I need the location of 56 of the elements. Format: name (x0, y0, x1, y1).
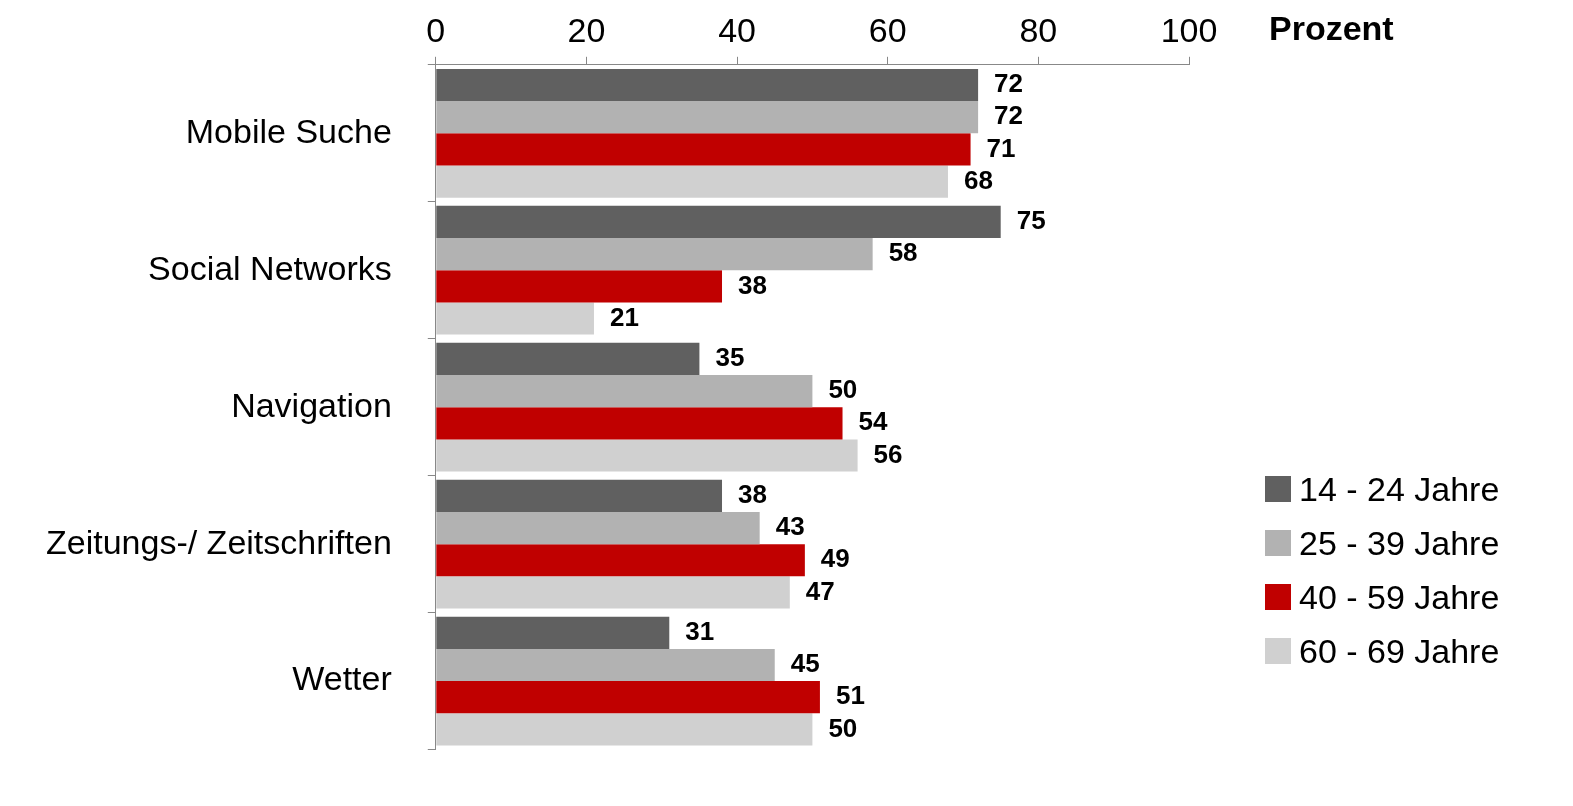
y-tick-label: Social Networks (148, 248, 392, 287)
data-label: 49 (820, 543, 850, 574)
data-label: 38 (738, 479, 767, 510)
legend-label: 40 - 59 Jahre (1299, 577, 1500, 617)
bar (436, 713, 813, 746)
x-tick-label: 20 (567, 10, 606, 49)
bar (436, 270, 723, 303)
bar (436, 133, 971, 166)
bar (436, 238, 873, 271)
bar (436, 302, 594, 335)
data-label: 51 (835, 680, 865, 711)
data-label: 71 (986, 132, 1016, 163)
bar (436, 68, 979, 102)
bar (436, 544, 805, 577)
y-tick-label: Navigation (231, 385, 392, 424)
bar (436, 576, 790, 609)
bar (436, 375, 813, 408)
bar (436, 648, 775, 682)
data-label: 72 (994, 100, 1024, 131)
data-label: 21 (609, 301, 639, 332)
y-tick-label: Wetter (292, 659, 392, 698)
data-label: 54 (858, 406, 888, 437)
data-label: 38 (738, 269, 767, 300)
bar (436, 101, 979, 134)
legend-label: 25 - 39 Jahre (1299, 523, 1500, 563)
data-label: 68 (963, 164, 993, 195)
data-label: 47 (805, 575, 835, 606)
x-tick-label: 60 (868, 10, 907, 49)
data-label: 35 (715, 342, 745, 373)
x-tick-label: 40 (718, 10, 756, 49)
x-tick-label: 100 (1160, 10, 1218, 49)
bar (436, 479, 723, 512)
bar (436, 205, 1001, 239)
bar (436, 342, 700, 376)
data-label: 72 (994, 68, 1024, 99)
bar (436, 616, 670, 649)
bar (436, 439, 858, 472)
x-tick-label: 80 (1019, 10, 1058, 49)
data-label: 45 (790, 648, 820, 679)
data-label: 50 (828, 374, 858, 405)
x-axis-title: Prozent (1269, 9, 1394, 48)
bar (436, 407, 843, 440)
data-label: 56 (873, 438, 903, 469)
y-tick-label: Mobile Suche (185, 111, 392, 150)
bar (436, 681, 820, 714)
x-tick-label: 0 (426, 10, 446, 49)
legend-label: 60 - 69 Jahre (1299, 631, 1500, 671)
data-label: 75 (1016, 205, 1046, 236)
y-tick-label: Zeitungs-/ Zeitschriften (46, 522, 392, 561)
legend-label: 14 - 24 Jahre (1299, 469, 1500, 509)
bar (436, 165, 948, 198)
bar (436, 511, 760, 545)
data-label: 43 (775, 511, 805, 542)
data-label: 50 (828, 712, 858, 743)
data-label: 58 (888, 237, 918, 268)
data-label: 31 (685, 616, 715, 647)
